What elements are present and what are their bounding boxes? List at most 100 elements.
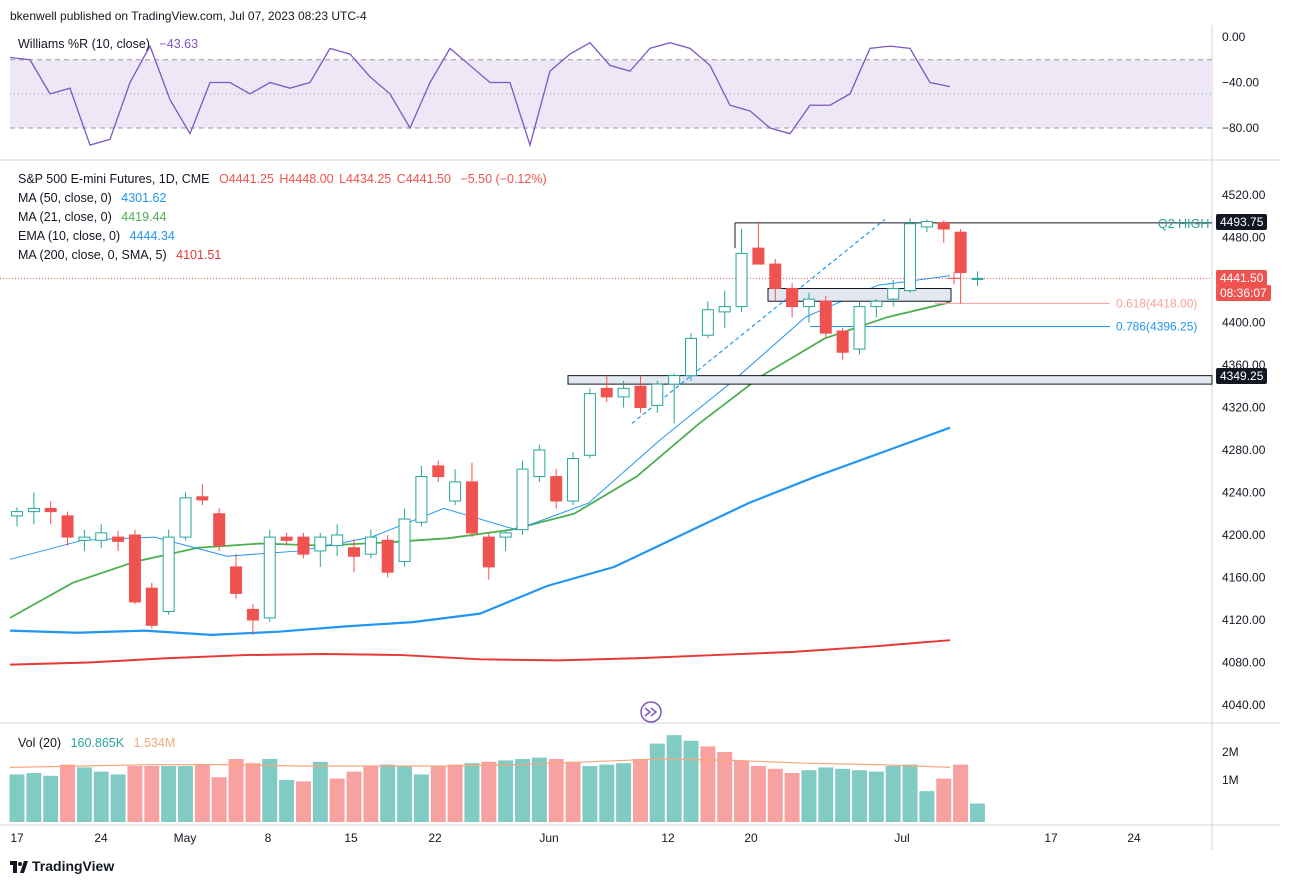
candle-body — [937, 222, 950, 230]
volume-tick-label: 2M — [1222, 745, 1239, 759]
volume-bar — [380, 764, 396, 822]
candle-body — [314, 536, 327, 552]
time-tick-label: 24 — [1127, 831, 1141, 845]
indicator-ma50-label: MA (50, close, 0) — [18, 191, 112, 205]
volume-bar — [93, 771, 109, 822]
volume-bar — [262, 759, 278, 822]
candle-body — [617, 387, 630, 398]
volume-legend[interactable]: Vol (20) 160.865K 1.534M — [18, 736, 181, 750]
volume-bar — [784, 773, 800, 822]
replay-icon — [640, 701, 662, 723]
tradingview-logo-text: TradingView — [32, 858, 115, 874]
time-tick-label: Jun — [539, 831, 558, 845]
volume-bar — [447, 764, 463, 822]
price-tick-label: 4520.00 — [1222, 188, 1266, 202]
volume-value-1: 160.865K — [70, 736, 125, 750]
volume-bar — [194, 764, 210, 822]
candle-body — [802, 298, 815, 308]
price-tick-label: 4240.00 — [1222, 486, 1266, 500]
volume-bar — [767, 768, 783, 822]
volume-bar — [211, 777, 227, 822]
williams-title: Williams %R (10, close) — [18, 37, 150, 51]
volume-bar — [565, 761, 581, 822]
candle-body — [230, 566, 243, 594]
volume-bar — [548, 759, 564, 822]
volume-bar — [953, 764, 969, 822]
volume-bar — [295, 781, 311, 822]
williams-line — [9, 41, 951, 148]
price-tick-label: 4200.00 — [1222, 528, 1266, 542]
volume-bar — [312, 761, 328, 822]
ma200-line — [9, 639, 951, 666]
volume-bar — [43, 775, 59, 822]
price-tick-label: 4280.00 — [1222, 443, 1266, 457]
price-tick-label: 4040.00 — [1222, 698, 1266, 712]
volume-bar — [110, 774, 126, 822]
ma50-line — [9, 426, 951, 636]
williams-legend[interactable]: Williams %R (10, close) −43.63 — [18, 37, 204, 51]
candle-body — [162, 536, 175, 612]
time-tick-label: Jul — [894, 831, 909, 845]
candle-body — [348, 547, 360, 557]
candle-body — [11, 511, 23, 517]
ma21-line — [9, 301, 951, 619]
volume-bar — [279, 780, 295, 822]
symbol-legend[interactable]: S&P 500 E-mini Futures, 1D, CME O4441.25… — [18, 172, 553, 186]
candle-body — [819, 300, 832, 334]
ohlc-open: O4441.25 — [219, 172, 274, 186]
support-zone-box — [567, 375, 1213, 385]
candle-body — [550, 476, 563, 502]
volume-title: Vol (20) — [18, 736, 62, 750]
volume-bar — [868, 771, 884, 822]
williams-tick-label: 0.00 — [1222, 30, 1246, 44]
volume-bar — [481, 761, 497, 822]
volume-value-2: 1.534M — [133, 736, 176, 750]
candle-body — [61, 515, 74, 538]
candle-body — [196, 496, 209, 501]
candle-body — [415, 476, 428, 523]
last-price-tag: 4441.50 — [1216, 270, 1268, 286]
candle-body — [246, 608, 259, 621]
indicator-ema10[interactable]: EMA (10, close, 0) 4444.34 — [18, 229, 181, 243]
volume-bar — [700, 746, 716, 822]
candle-body — [634, 385, 647, 408]
fib-0786-label: 0.786(4396.25) — [1116, 319, 1197, 333]
volume-bar — [76, 767, 92, 822]
candle-body — [769, 263, 782, 289]
candle-body — [179, 497, 192, 538]
candle-body — [213, 513, 226, 547]
indicator-ma21-value: 4419.44 — [121, 210, 167, 224]
volume-bar — [969, 803, 985, 822]
candle-body — [128, 534, 141, 603]
volume-bar — [801, 770, 817, 822]
time-tick-label: 15 — [344, 831, 358, 845]
volume-bar — [144, 766, 160, 822]
indicator-ma21[interactable]: MA (21, close, 0) 4419.44 — [18, 210, 172, 224]
candle-body — [112, 536, 125, 542]
volume-bar — [161, 766, 177, 822]
candle-body — [920, 221, 933, 228]
volume-tick-label: 1M — [1222, 773, 1239, 787]
publisher-line: bkenwell published on TradingView.com, J… — [10, 9, 367, 23]
volume-bar — [885, 766, 901, 822]
q2-high-price-tag: 4493.75 — [1216, 214, 1268, 230]
candle-body — [954, 231, 967, 274]
price-tick-label: 4080.00 — [1222, 656, 1266, 670]
volume-bar — [228, 759, 244, 822]
volume-bar — [599, 764, 615, 822]
tradingview-logo[interactable]: TradingView — [10, 858, 114, 874]
candle-body — [668, 375, 681, 385]
volume-bar — [852, 770, 867, 822]
candle-body — [533, 449, 546, 478]
candle-body — [701, 309, 714, 336]
indicator-ma21-label: MA (21, close, 0) — [18, 210, 112, 224]
candle-body — [718, 306, 731, 313]
indicator-ma200[interactable]: MA (200, close, 0, SMA, 5) 4101.51 — [18, 248, 227, 262]
indicator-ma50[interactable]: MA (50, close, 0) 4301.62 — [18, 191, 172, 205]
candle-body — [465, 481, 478, 534]
time-tick-label: 8 — [265, 831, 272, 845]
fib-0618-label: 0.618(4418.00) — [1116, 296, 1197, 310]
volume-bar — [750, 766, 766, 822]
williams-tick-label: −80.00 — [1222, 121, 1259, 135]
